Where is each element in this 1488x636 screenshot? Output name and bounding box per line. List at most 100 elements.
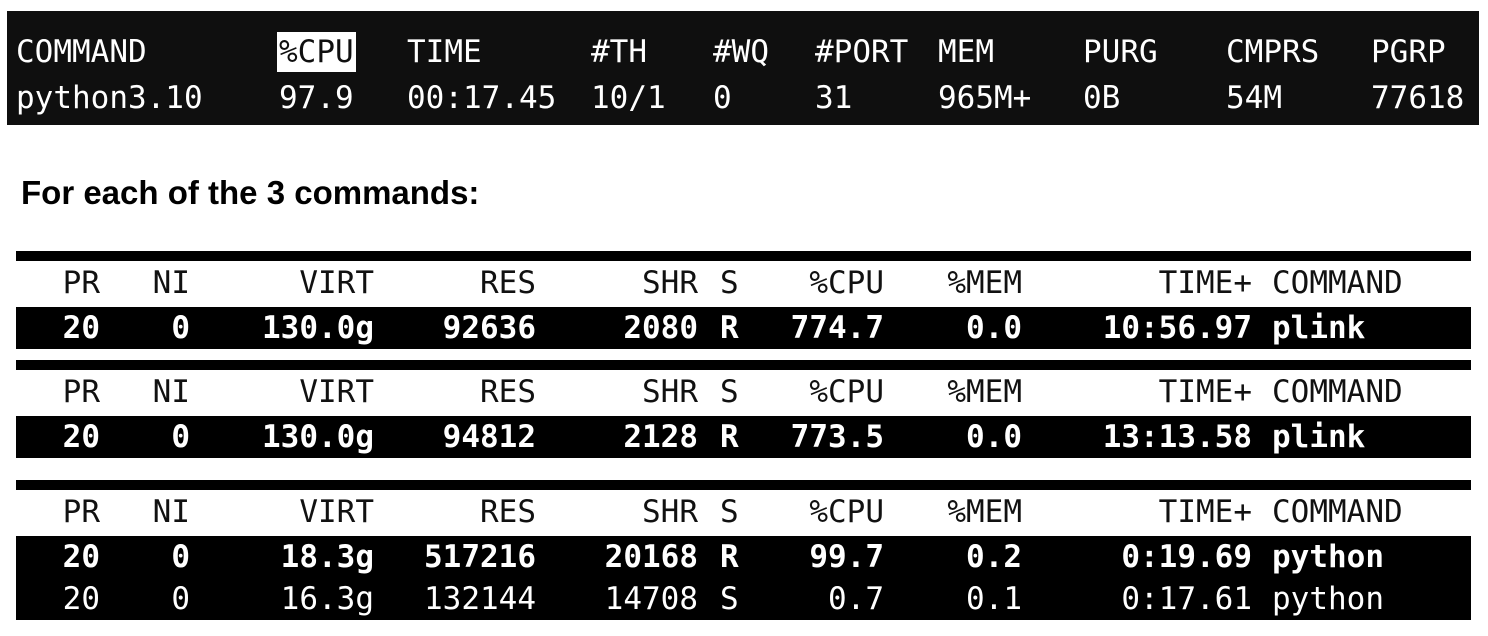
- cell-pr: 20: [62, 581, 100, 617]
- cell-state: R: [720, 539, 739, 575]
- cell-shr: 2128: [623, 419, 698, 455]
- header-cpu: %CPU: [809, 374, 884, 410]
- header-res: RES: [480, 265, 536, 301]
- mac-cell-cpu: 97.9: [279, 80, 354, 116]
- cell-res: 517216: [424, 539, 536, 575]
- mac-cell-mem: 965M+: [938, 80, 1032, 116]
- cell-mem: 0.0: [966, 310, 1022, 346]
- mac-header-port: #PORT: [815, 34, 909, 70]
- process-row-selected: 20 0 130.0g 92636 2080 R 774.7 0.0 10:56…: [16, 307, 1471, 349]
- cell-state: R: [720, 310, 739, 346]
- header-time: TIME+: [1158, 374, 1252, 410]
- header-mem: %MEM: [947, 374, 1022, 410]
- header-virt: VIRT: [299, 265, 374, 301]
- top-header-row: PR NI VIRT RES SHR S %CPU %MEM TIME+ COM…: [16, 262, 1471, 304]
- header-ni: NI: [152, 374, 190, 410]
- header-virt: VIRT: [299, 494, 374, 530]
- header-ni: NI: [152, 265, 190, 301]
- header-virt: VIRT: [299, 374, 374, 410]
- cell-cpu: 0.7: [828, 581, 884, 617]
- cell-res: 94812: [442, 419, 536, 455]
- cell-virt: 130.0g: [262, 419, 374, 455]
- cell-pr: 20: [62, 419, 100, 455]
- cell-ni: 0: [171, 581, 190, 617]
- cell-mem: 0.2: [966, 539, 1022, 575]
- top-header-row: PR NI VIRT RES SHR S %CPU %MEM TIME+ COM…: [16, 371, 1471, 413]
- mac-cell-pgrp: 77618: [1371, 80, 1465, 116]
- mac-cell-threads: 10/1: [591, 80, 666, 116]
- cell-mem: 0.1: [966, 581, 1022, 617]
- header-shr: SHR: [642, 494, 698, 530]
- mac-cell-cmprs: 54M: [1226, 80, 1282, 116]
- header-mem: %MEM: [947, 265, 1022, 301]
- header-pr: PR: [62, 265, 100, 301]
- mac-cell-wq: 0: [713, 80, 732, 116]
- header-state: S: [720, 374, 739, 410]
- header-shr: SHR: [642, 374, 698, 410]
- mac-header-threads: #TH: [591, 34, 647, 70]
- header-state: S: [720, 494, 739, 530]
- cell-command: plink: [1272, 419, 1366, 455]
- mac-header-command: COMMAND: [16, 34, 147, 70]
- top-snippet-2: PR NI VIRT RES SHR S %CPU %MEM TIME+ COM…: [16, 360, 1471, 458]
- mac-top-panel: COMMAND %CPU TIME #TH #WQ #PORT MEM PURG…: [7, 11, 1479, 125]
- cell-ni: 0: [171, 310, 190, 346]
- mac-cell-port: 31: [815, 80, 853, 116]
- cell-virt: 18.3g: [280, 539, 374, 575]
- separator-bar: [16, 480, 1471, 490]
- cell-mem: 0.0: [966, 419, 1022, 455]
- cell-shr: 2080: [623, 310, 698, 346]
- separator-bar: [16, 251, 1471, 261]
- header-state: S: [720, 265, 739, 301]
- top-snippet-3: PR NI VIRT RES SHR S %CPU %MEM TIME+ COM…: [16, 480, 1471, 625]
- cell-virt: 130.0g: [262, 310, 374, 346]
- header-pr: PR: [62, 374, 100, 410]
- header-cpu: %CPU: [809, 494, 884, 530]
- mac-header-pgrp: PGRP: [1371, 34, 1446, 70]
- header-mem: %MEM: [947, 494, 1022, 530]
- mac-header-purg: PURG: [1083, 34, 1158, 70]
- mac-header-cmprs: CMPRS: [1226, 34, 1320, 70]
- mac-header-time: TIME: [407, 34, 482, 70]
- mac-cell-purg: 0B: [1083, 80, 1121, 116]
- header-command: COMMAND: [1272, 265, 1403, 301]
- mac-cell-time: 00:17.45: [407, 80, 557, 116]
- mac-cell-command: python3.10: [16, 80, 203, 116]
- cell-cpu: 99.7: [809, 539, 884, 575]
- cell-command: python: [1272, 581, 1384, 617]
- mac-header-wq: #WQ: [713, 34, 769, 70]
- header-res: RES: [480, 494, 536, 530]
- top-snippet-1: PR NI VIRT RES SHR S %CPU %MEM TIME+ COM…: [16, 251, 1471, 349]
- header-command: COMMAND: [1272, 374, 1403, 410]
- cell-state: R: [720, 419, 739, 455]
- header-time: TIME+: [1158, 265, 1252, 301]
- cell-time: 0:17.61: [1121, 581, 1252, 617]
- separator-bar: [16, 360, 1471, 370]
- header-cpu: %CPU: [809, 265, 884, 301]
- cell-pr: 20: [62, 539, 100, 575]
- cell-command: python: [1272, 539, 1384, 575]
- cell-cpu: 773.5: [790, 419, 884, 455]
- mac-header-cpu-highlighted: %CPU: [277, 32, 356, 72]
- header-time: TIME+: [1158, 494, 1252, 530]
- cell-res: 132144: [424, 581, 536, 617]
- cell-time: 13:13.58: [1102, 419, 1252, 455]
- process-row-selected: 20 0 18.3g 517216 20168 R 99.7 0.2 0:19.…: [16, 536, 1471, 578]
- cell-virt: 16.3g: [280, 581, 374, 617]
- top-header-row: PR NI VIRT RES SHR S %CPU %MEM TIME+ COM…: [16, 491, 1471, 533]
- cell-time: 0:19.69: [1121, 539, 1252, 575]
- cell-pr: 20: [62, 310, 100, 346]
- header-pr: PR: [62, 494, 100, 530]
- cell-shr: 20168: [604, 539, 698, 575]
- cell-shr: 14708: [604, 581, 698, 617]
- cell-ni: 0: [171, 539, 190, 575]
- mac-top-process-row: python3.10 97.9 00:17.45 10/1 0 31 965M+…: [7, 75, 1479, 121]
- cell-ni: 0: [171, 419, 190, 455]
- header-res: RES: [480, 374, 536, 410]
- cell-time: 10:56.97: [1102, 310, 1252, 346]
- process-row-selected: 20 0 130.0g 94812 2128 R 773.5 0.0 13:13…: [16, 416, 1471, 458]
- caption-text: For each of the 3 commands:: [21, 174, 480, 211]
- header-shr: SHR: [642, 265, 698, 301]
- header-command: COMMAND: [1272, 494, 1403, 530]
- cell-res: 92636: [442, 310, 536, 346]
